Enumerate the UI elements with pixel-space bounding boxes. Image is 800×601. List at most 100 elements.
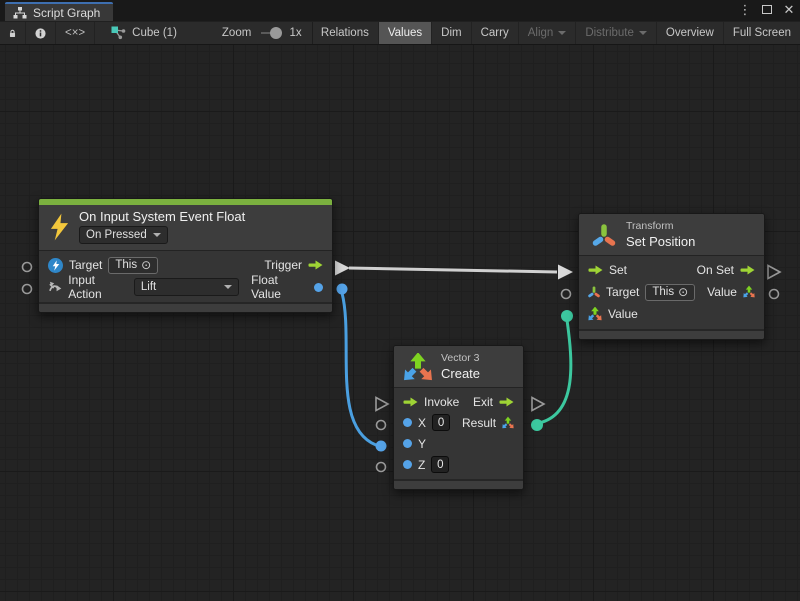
event-target-icon [48, 257, 63, 273]
graph-pointer-button[interactable]: Cube (1) [95, 22, 186, 44]
lock-icon [9, 29, 16, 37]
port-setposition-value-in[interactable] [561, 310, 573, 322]
port-event-floatvalue-out[interactable] [336, 283, 348, 295]
vector3-invoke-label: Invoke [424, 394, 460, 409]
transform-mini-icon [588, 286, 600, 298]
node-transform-set-position[interactable]: Transform Set Position Set On Set [578, 213, 765, 340]
setposition-valuein-row: Value [579, 303, 764, 325]
port-setposition-onset-out[interactable] [767, 264, 782, 280]
vector3-exit-label: Exit [472, 394, 493, 409]
close-icon[interactable]: ✕ [783, 2, 795, 17]
setposition-target-label: Target [606, 285, 640, 299]
port-setposition-set-in[interactable] [558, 264, 573, 280]
port-vector3-x-in[interactable] [375, 419, 387, 431]
event-target-label: Target [69, 258, 103, 272]
event-inputaction-dropdown[interactable]: Lift [133, 278, 240, 296]
tab-bar: Script Graph ⋮ ✕ [0, 0, 800, 21]
port-event-inputaction-in[interactable] [21, 283, 33, 295]
setposition-node-header: Transform Set Position [579, 214, 764, 256]
transform-icon [592, 223, 616, 246]
toolbar-button-dim[interactable]: Dim [432, 22, 472, 44]
maximize-icon[interactable] [760, 2, 774, 18]
zoom-slider-handle[interactable] [269, 27, 282, 39]
scope-icon: ⊙ [141, 258, 152, 272]
flow-arrow-icon [308, 260, 323, 270]
event-trigger-label: Trigger [264, 258, 302, 272]
flow-arrow-icon [403, 397, 418, 406]
float-port-icon [403, 460, 412, 469]
toolbar-button-distribute[interactable]: Distribute [576, 22, 657, 44]
scope-icon: ⊙ [678, 285, 689, 299]
setposition-node-footer [579, 329, 764, 339]
vector3-z-row: Z 0 [394, 454, 523, 475]
lock-button[interactable] [0, 22, 26, 44]
toolbar-button-carry[interactable]: Carry [472, 22, 519, 44]
vector3-x-label: X [418, 415, 427, 430]
port-vector3-invoke-in[interactable] [375, 396, 390, 412]
wire-floatvalue-to-y[interactable] [340, 291, 378, 447]
vector3-x-input[interactable]: 0 [432, 414, 451, 431]
vector3-icon [404, 352, 432, 381]
chevron-down-icon [558, 31, 567, 35]
toolbar-button-overview[interactable]: Overview [657, 22, 724, 44]
vector3-mini-icon [502, 416, 514, 430]
chevron-down-icon [152, 233, 161, 237]
node-on-input-system-event-float[interactable]: On Input System Event Float On Pressed T… [38, 198, 333, 313]
node-vector3-create[interactable]: Vector 3 Create Invoke Exit X 0 Res [393, 345, 524, 490]
vector3-mini-icon [588, 307, 602, 321]
wire-trigger-to-set[interactable] [348, 266, 558, 274]
port-vector3-result-out[interactable] [531, 419, 543, 431]
event-node-header: On Input System Event Float On Pressed [39, 205, 332, 251]
port-event-target-in[interactable] [21, 261, 33, 273]
flow-arrow-icon [588, 265, 603, 275]
event-inputaction-label: Input Action [68, 273, 102, 301]
port-setposition-target-in[interactable] [560, 288, 572, 300]
vector3-result-label: Result [462, 415, 497, 430]
setposition-onset-label: On Set [696, 263, 734, 277]
tab-script-graph[interactable]: Script Graph [5, 2, 113, 21]
vector3-category: Vector 3 [441, 352, 480, 364]
setposition-valueout-label: Value [707, 285, 737, 299]
info-button[interactable] [26, 22, 56, 44]
vector3-node-header: Vector 3 Create [394, 346, 523, 388]
setposition-category: Transform [626, 220, 674, 232]
chevron-down-icon [638, 31, 647, 35]
lightning-bolt-icon [50, 213, 69, 240]
vector3-invoke-row: Invoke Exit [394, 391, 523, 412]
port-vector3-z-in[interactable] [375, 461, 387, 473]
event-target-row: Target This ⊙ Trigger [39, 254, 332, 276]
setposition-target-row: Target This ⊙ Value [579, 281, 764, 303]
code-view-button[interactable]: <×> [56, 22, 96, 44]
vector3-mini-icon [742, 285, 755, 299]
toolbar-button-align[interactable]: Align [519, 22, 577, 44]
port-setposition-value-out[interactable] [768, 288, 780, 300]
flow-arrow-icon [499, 397, 514, 406]
event-floatvalue-label: Float Value [251, 273, 281, 301]
input-action-icon [49, 281, 62, 291]
menu-icon[interactable]: ⋮ [738, 2, 752, 17]
event-setting-dropdown[interactable]: On Pressed [79, 226, 168, 244]
window-controls: ⋮ ✕ [738, 2, 796, 18]
port-event-trigger-out[interactable] [335, 260, 350, 276]
float-port-icon [403, 439, 412, 448]
vector3-z-input[interactable]: 0 [431, 456, 450, 473]
wire-result-to-value[interactable] [537, 318, 573, 425]
setposition-set-label: Set [609, 263, 628, 277]
port-vector3-y-in[interactable] [375, 440, 387, 452]
event-node-title: On Input System Event Float [79, 209, 246, 224]
port-vector3-exit-out[interactable] [531, 396, 546, 412]
graph-canvas[interactable]: On Input System Event Float On Pressed T… [0, 45, 800, 601]
zoom-slider[interactable] [261, 27, 282, 39]
graph-toolbar: <×> Cube (1) Zoom 1x Relations Values Di… [0, 21, 800, 45]
event-accent-bar [39, 199, 332, 205]
toolbar-button-fullscreen[interactable]: Full Screen [732, 27, 791, 39]
graph-pointer-label: Cube (1) [132, 27, 177, 39]
vector3-y-label: Y [418, 436, 427, 451]
toolbar-button-values[interactable]: Values [378, 22, 433, 44]
event-target-field[interactable]: This ⊙ [108, 256, 159, 274]
setposition-target-field[interactable]: This ⊙ [645, 283, 696, 301]
setposition-valuein-label: Value [608, 307, 638, 321]
toolbar-button-relations[interactable]: Relations [312, 22, 379, 44]
chevron-down-icon [224, 285, 233, 289]
event-inputaction-row: Input Action Lift Float Value [39, 273, 332, 301]
